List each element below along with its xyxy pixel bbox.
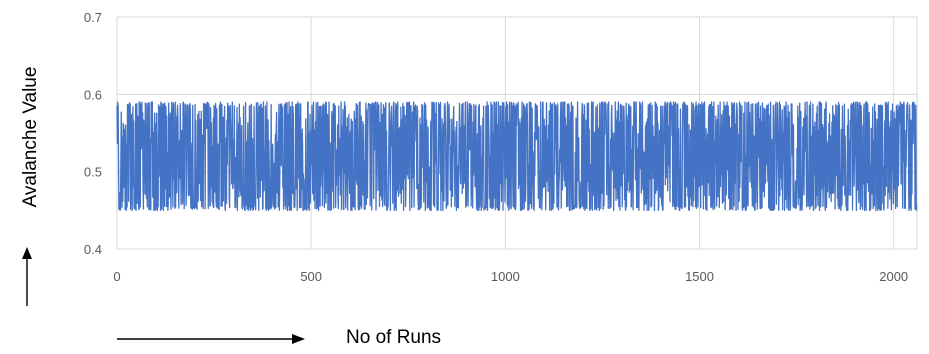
x-tick-label-4: 2000 (879, 269, 908, 284)
y-tick-label-1: 0.5 (84, 165, 102, 180)
series-line-avalanche-value (116, 101, 918, 211)
x-axis-arrow (117, 334, 305, 344)
y-tick-label-2: 0.6 (84, 87, 102, 102)
y-tick-label-3: 0.7 (84, 10, 102, 25)
x-tick-label-1: 500 (300, 269, 322, 284)
x-tick-label-2: 1000 (491, 269, 520, 284)
x-axis-title: No of Runs (346, 327, 441, 348)
y-axis-title: Avalanche Value (20, 67, 41, 208)
y-axis-arrow (22, 247, 32, 306)
y-tick-labels: 0.4 0.5 0.6 0.7 (84, 10, 102, 257)
x-tick-label-0: 0 (113, 269, 120, 284)
x-tick-label-3: 1500 (685, 269, 714, 284)
x-tick-labels: 0 500 1000 1500 2000 (113, 269, 908, 284)
y-tick-label-0: 0.4 (84, 242, 102, 257)
